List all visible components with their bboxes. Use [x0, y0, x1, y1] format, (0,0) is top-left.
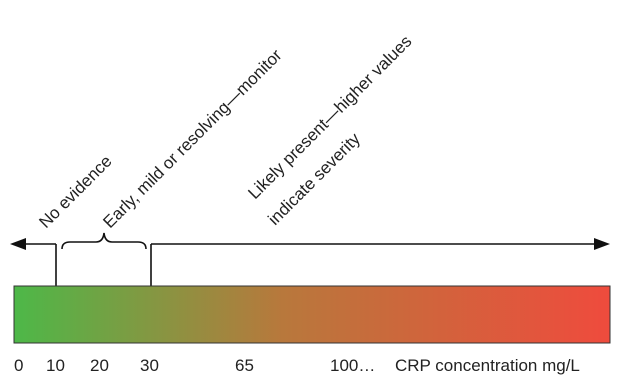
tick-0: 0 [14, 356, 23, 375]
crp-gradient-bar [13, 285, 611, 344]
tick-65: 65 [235, 356, 254, 375]
tick-10: 10 [46, 356, 65, 375]
tick-30: 30 [140, 356, 159, 375]
tick-20: 20 [90, 356, 109, 375]
left-arrow-icon [10, 238, 56, 250]
tick-100: 100… [330, 356, 375, 375]
right-arrow-icon [151, 238, 610, 250]
label-early-mild: Early, mild or resolving—monitor [99, 45, 285, 231]
unit-label: CRP concentration mg/L [395, 356, 580, 375]
curly-brace-icon [61, 232, 147, 250]
